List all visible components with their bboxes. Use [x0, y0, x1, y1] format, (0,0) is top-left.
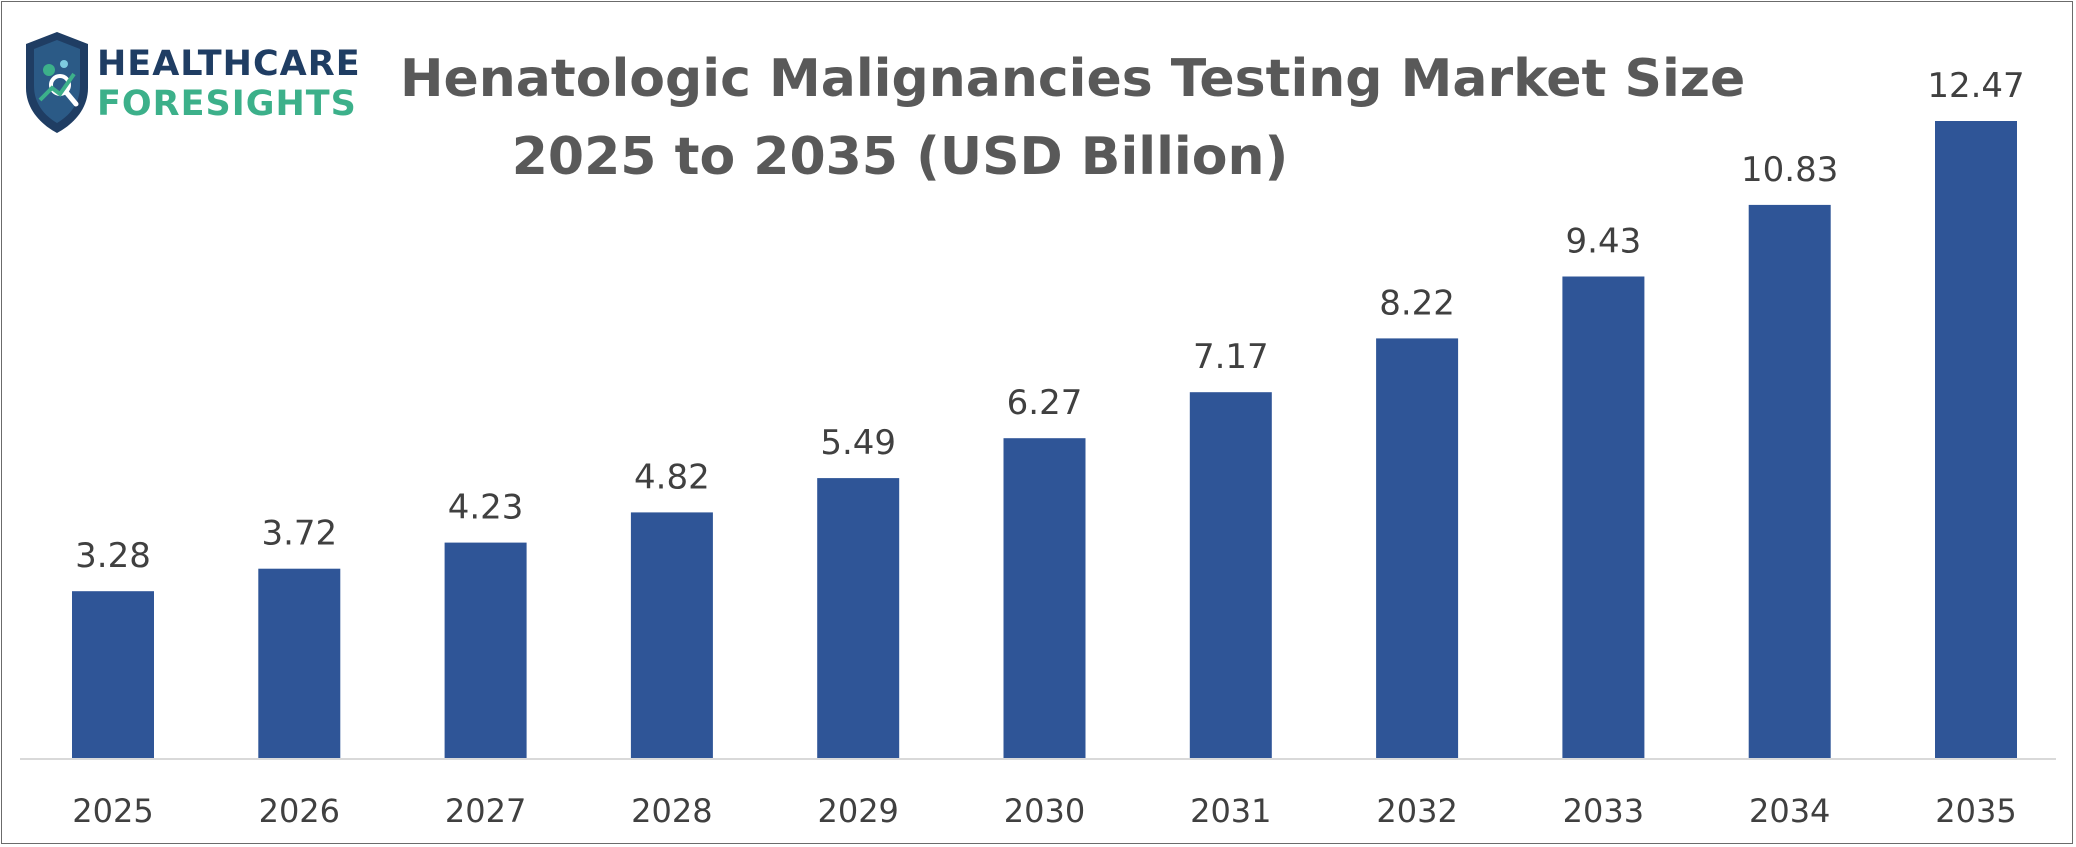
- data-label-2034: 10.83: [1741, 150, 1838, 190]
- bar-2032: [1376, 338, 1459, 759]
- shield-logo-icon: [26, 32, 88, 133]
- data-label-2030: 6.27: [1007, 383, 1083, 423]
- x-tick-labels-group: 2025 2026 2027 2028 2029 2030 2031 2032 2033 2034…: [72, 792, 2016, 830]
- bar-2026: [258, 568, 341, 759]
- data-label-2029: 5.49: [820, 423, 896, 463]
- x-tick-label-2030: 2030: [1004, 792, 1085, 830]
- bar-2027: [444, 542, 527, 759]
- data-label-2032: 8.22: [1379, 283, 1455, 323]
- data-label-2033: 9.43: [1566, 222, 1642, 262]
- chart-title-line2: 2025 to 2035 (USD Billion): [511, 127, 1289, 187]
- bar-2035: [1935, 121, 2017, 759]
- data-label-2027: 4.23: [448, 488, 524, 528]
- x-tick-label-2034: 2034: [1749, 792, 1830, 830]
- bar-2031: [1189, 392, 1272, 759]
- x-tick-label-2031: 2031: [1190, 792, 1271, 830]
- data-label-2035: 12.47: [1927, 66, 2024, 106]
- x-tick-label-2029: 2029: [817, 792, 898, 830]
- bar-2030: [1003, 438, 1086, 759]
- x-tick-label-2027: 2027: [445, 792, 526, 830]
- brand-name-line2: FORESIGHTS: [97, 84, 357, 124]
- bar-2028: [630, 512, 713, 759]
- bar-2029: [817, 478, 900, 759]
- brand-name-line1: HEALTHCARE: [97, 44, 361, 84]
- data-label-2025: 3.28: [75, 536, 151, 576]
- x-tick-label-2028: 2028: [631, 792, 712, 830]
- x-tick-label-2035: 2035: [1935, 792, 2016, 830]
- data-labels-group: 3.28 3.72 4.23 4.82 5.49 6.27 7.17 8.22 9.43 10.8…: [75, 66, 2025, 576]
- data-label-2026: 3.72: [261, 514, 337, 554]
- bar-2025: [72, 591, 154, 759]
- brand-logo: HEALTHCARE FORESIGHTS: [22, 30, 360, 140]
- x-tick-label-2025: 2025: [72, 792, 153, 830]
- x-tick-label-2033: 2033: [1563, 792, 1644, 830]
- data-label-2028: 4.82: [634, 457, 710, 497]
- bar-2034: [1748, 204, 1831, 759]
- bars-group: [72, 121, 2017, 759]
- data-label-2031: 7.17: [1193, 337, 1269, 377]
- x-tick-label-2032: 2032: [1376, 792, 1457, 830]
- x-tick-label-2026: 2026: [259, 792, 340, 830]
- bar-2033: [1562, 276, 1645, 759]
